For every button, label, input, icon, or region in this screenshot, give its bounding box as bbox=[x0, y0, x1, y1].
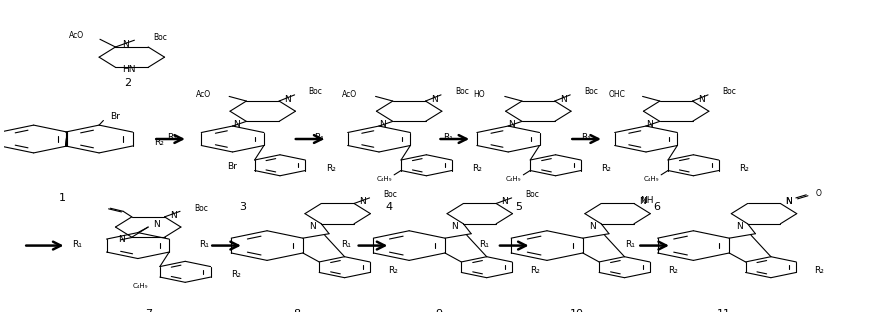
Text: N: N bbox=[118, 235, 125, 244]
Text: R₂: R₂ bbox=[231, 271, 241, 280]
Text: 6: 6 bbox=[652, 202, 659, 212]
Text: R₂: R₂ bbox=[388, 266, 397, 275]
Text: N: N bbox=[451, 222, 458, 232]
Text: N: N bbox=[501, 197, 507, 206]
Text: 7: 7 bbox=[144, 309, 151, 312]
Text: HO: HO bbox=[473, 90, 484, 99]
Text: R₁: R₁ bbox=[479, 240, 488, 249]
Text: R₂: R₂ bbox=[739, 164, 748, 173]
Text: R₁: R₁ bbox=[580, 133, 590, 142]
Text: C₄H₉: C₄H₉ bbox=[132, 283, 148, 289]
Text: N: N bbox=[646, 120, 652, 129]
Text: R₁: R₁ bbox=[341, 240, 351, 249]
Text: R₁: R₁ bbox=[442, 133, 453, 142]
Text: 10: 10 bbox=[569, 309, 583, 312]
Text: Br: Br bbox=[227, 162, 236, 171]
Text: C₄H₉: C₄H₉ bbox=[642, 177, 658, 183]
Text: Boc: Boc bbox=[454, 87, 468, 96]
Text: C₄H₉: C₄H₉ bbox=[505, 177, 521, 183]
Text: N: N bbox=[169, 211, 176, 220]
Text: Boc: Boc bbox=[525, 190, 539, 199]
Text: N: N bbox=[785, 197, 792, 206]
Text: R₂: R₂ bbox=[813, 266, 823, 275]
Text: R₂: R₂ bbox=[326, 164, 335, 173]
Text: N: N bbox=[735, 222, 741, 232]
Text: Boc: Boc bbox=[383, 190, 396, 199]
Text: R₁: R₁ bbox=[167, 133, 177, 142]
Text: C₄H₉: C₄H₉ bbox=[375, 177, 391, 183]
Text: Boc: Boc bbox=[153, 33, 167, 41]
Text: R₁: R₁ bbox=[314, 133, 323, 142]
Text: Boc: Boc bbox=[194, 204, 208, 213]
Text: N: N bbox=[588, 222, 595, 232]
Text: 4: 4 bbox=[385, 202, 393, 212]
Text: N: N bbox=[123, 40, 129, 49]
Text: N: N bbox=[430, 95, 437, 104]
Text: N: N bbox=[507, 120, 514, 129]
Text: N: N bbox=[359, 197, 366, 206]
Text: N: N bbox=[785, 197, 792, 206]
Text: AcO: AcO bbox=[196, 90, 210, 99]
Text: N: N bbox=[232, 120, 239, 129]
Text: OHC: OHC bbox=[607, 90, 625, 99]
Text: R₁: R₁ bbox=[625, 240, 634, 249]
Text: 1: 1 bbox=[58, 193, 65, 203]
Text: 9: 9 bbox=[435, 309, 442, 312]
Text: N: N bbox=[309, 222, 315, 232]
Text: R₂: R₂ bbox=[472, 164, 481, 173]
Text: R₂: R₂ bbox=[667, 266, 677, 275]
Text: N: N bbox=[153, 220, 160, 229]
Text: R₂: R₂ bbox=[155, 138, 164, 147]
Text: N: N bbox=[697, 95, 704, 104]
Text: R₂: R₂ bbox=[600, 164, 611, 173]
Text: 11: 11 bbox=[716, 309, 730, 312]
Text: AcO: AcO bbox=[69, 31, 84, 40]
Text: Boc: Boc bbox=[583, 87, 597, 96]
Text: HN: HN bbox=[123, 65, 136, 74]
Text: 5: 5 bbox=[514, 202, 521, 212]
Text: N: N bbox=[560, 95, 566, 104]
Text: Boc: Boc bbox=[721, 87, 735, 96]
Text: 8: 8 bbox=[294, 309, 301, 312]
Text: 2: 2 bbox=[123, 78, 131, 88]
Text: R₂: R₂ bbox=[529, 266, 540, 275]
Text: N: N bbox=[639, 197, 645, 206]
Text: O: O bbox=[814, 189, 820, 198]
Text: N: N bbox=[379, 120, 385, 129]
Text: NH: NH bbox=[640, 196, 653, 205]
Text: R₁: R₁ bbox=[72, 240, 83, 249]
Text: Boc: Boc bbox=[308, 87, 322, 96]
Text: R₁: R₁ bbox=[199, 240, 209, 249]
Text: N: N bbox=[284, 95, 291, 104]
Text: 3: 3 bbox=[239, 202, 246, 212]
Text: Br: Br bbox=[109, 112, 119, 121]
Text: AcO: AcO bbox=[342, 90, 357, 99]
